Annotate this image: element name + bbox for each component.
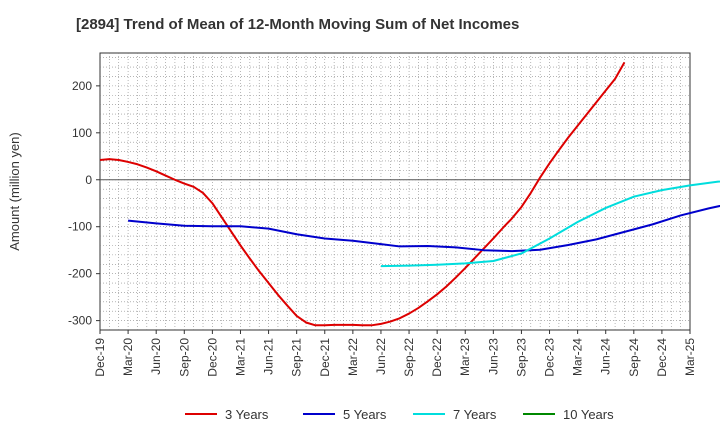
legend-label-3: 7 Years	[453, 407, 497, 422]
x-tick-label: Mar-24	[571, 338, 585, 376]
grid-layer	[99, 52, 691, 331]
y-tick-label: 200	[72, 79, 92, 93]
legend-label-4: 10 Years	[563, 407, 614, 422]
axis-layer: -300 -200 -100 0 100 200 Dec-19 Mar-20 Jun-20 Sep…	[7, 79, 697, 377]
x-tick-label: Jun-22	[374, 338, 388, 375]
x-tick-label: Jun-20	[149, 338, 163, 375]
y-tick-label: 0	[85, 173, 92, 187]
x-tick-label: Jun-23	[486, 338, 500, 375]
x-tick-label: Dec-19	[93, 338, 107, 377]
x-tick-label: Jun-21	[262, 338, 276, 375]
x-tick-label: Mar-25	[683, 338, 697, 376]
y-tick-label: -100	[68, 220, 92, 234]
x-tick-label: Sep-24	[627, 338, 641, 377]
x-tick-label: Dec-23	[543, 338, 557, 377]
legend-label-1: 3 Years	[225, 407, 269, 422]
series-line-3	[380, 180, 720, 268]
series-line-2	[128, 204, 720, 253]
x-tick-label: Sep-22	[402, 338, 416, 377]
x-tick-label: Dec-24	[655, 338, 669, 377]
x-tick-label: Dec-22	[430, 338, 444, 377]
x-tick-label: Sep-21	[290, 338, 304, 377]
legend-label-2: 5 Years	[343, 407, 387, 422]
x-tick-label: Sep-20	[177, 338, 191, 377]
x-tick-label: Jun-24	[599, 338, 613, 375]
series-line-1	[99, 61, 626, 327]
x-tick-label: Sep-23	[514, 338, 528, 377]
legend: 3 Years 5 Years 7 Years 10 Years	[185, 407, 614, 422]
y-tick-label: 100	[72, 126, 92, 140]
y-tick-label: -200	[68, 267, 92, 281]
x-tick-label: Dec-21	[318, 338, 332, 377]
plot-area	[99, 52, 691, 331]
series-layer	[99, 61, 720, 327]
chart-title: [2894] Trend of Mean of 12-Month Moving …	[76, 16, 520, 33]
y-axis-title: Amount (million yen)	[7, 132, 22, 251]
y-tick-label: -300	[68, 314, 92, 328]
x-tick-label: Mar-23	[458, 338, 472, 376]
x-tick-label: Mar-20	[121, 338, 135, 376]
x-tick-label: Mar-21	[233, 338, 247, 376]
x-tick-label: Dec-20	[205, 338, 219, 377]
x-tick-label: Mar-22	[346, 338, 360, 376]
